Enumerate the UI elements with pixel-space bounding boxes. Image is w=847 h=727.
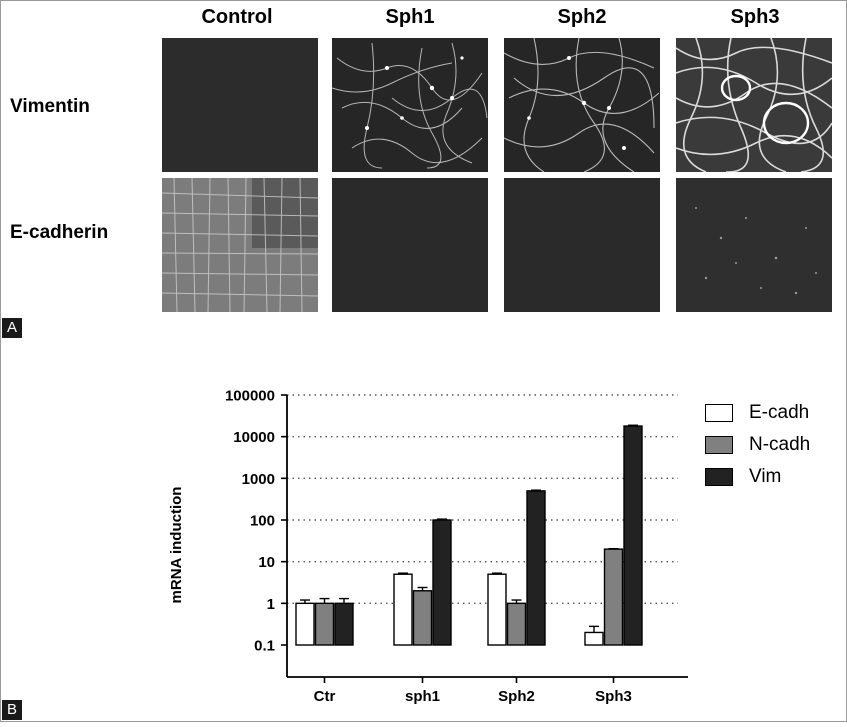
bar-e-cadh-sph3 <box>584 631 604 646</box>
y-tick-label: 1000 <box>242 471 275 488</box>
micrograph-ecadherin-sph3 <box>676 178 832 312</box>
y-tick-label: 100000 <box>225 388 275 405</box>
y-tick-label: 10 <box>258 554 275 571</box>
x-tick-label-sph2: Sph2 <box>498 688 535 705</box>
bar-chart: 100000 10000 1000 100 10 1 0.1 Ctr sph1 Sph2 Sph3… <box>168 388 688 705</box>
column-header-sph2: Sph2 <box>557 6 607 28</box>
bar-e-cadh-sph1 <box>393 573 413 646</box>
legend-item-n-cadh: N-cadh <box>705 434 835 458</box>
micrograph-vimentin-sph3 <box>676 38 832 172</box>
micrograph-ecadherin-sph2 <box>504 178 660 312</box>
y-tick-label: 100 <box>250 513 275 530</box>
panel-label-a: A <box>2 318 22 338</box>
row-header-vimentin: Vimentin <box>10 96 90 117</box>
legend-label-e-cadh: E-cadh <box>749 402 810 423</box>
y-axis-label: mRNA induction <box>168 487 185 604</box>
legend-item-vim: Vim <box>705 466 835 490</box>
column-header-sph3: Sph3 <box>730 6 780 28</box>
micrograph-vimentin-control <box>162 38 318 172</box>
legend-swatch-vim <box>705 468 733 486</box>
bar-n-cadh-sph1 <box>412 590 433 646</box>
column-header-control: Control <box>201 6 273 28</box>
bar-vim-sph3 <box>623 425 643 646</box>
x-tick-label-ctr: Ctr <box>314 688 336 705</box>
column-header-sph1: Sph1 <box>385 6 435 28</box>
bar-n-cadh-ctr <box>314 602 335 646</box>
panel-b: 100000 10000 1000 100 10 1 0.1 Ctr sph1 Sph2 Sph3… <box>0 340 847 722</box>
legend-swatch-n-cadh <box>705 436 733 454</box>
bar-vim-sph2 <box>526 490 546 646</box>
legend-label-vim: Vim <box>749 466 782 487</box>
panel-label-b: B <box>2 700 22 720</box>
row-header-e-cadherin: E-cadherin <box>10 222 109 243</box>
bar-vim-sph1 <box>432 519 452 646</box>
micrograph-vimentin-sph1 <box>332 38 488 172</box>
micrograph-ecadherin-control <box>162 178 318 312</box>
bar-vim-ctr <box>334 602 354 646</box>
y-tick-label: 0.1 <box>254 638 275 655</box>
x-tick-label-sph3: Sph3 <box>595 688 632 705</box>
legend-item-e-cadh: E-cadh <box>705 402 835 426</box>
bar-e-cadh-sph2 <box>487 573 507 646</box>
micrograph-vimentin-sph2 <box>504 38 660 172</box>
bar-e-cadh-ctr <box>295 602 315 646</box>
panel-a: Control Sph1 Sph2 Sph3 Vimentin E-cadher… <box>0 0 847 340</box>
y-tick-label: 10000 <box>233 429 275 446</box>
micrograph-ecadherin-sph1 <box>332 178 488 312</box>
bar-n-cadh-sph2 <box>506 602 527 646</box>
x-tick-label-sph1: sph1 <box>405 688 440 705</box>
legend-swatch-e-cadh <box>705 404 733 422</box>
legend-label-n-cadh: N-cadh <box>749 434 811 455</box>
bar-n-cadh-sph3 <box>603 548 624 646</box>
y-tick-label: 1 <box>267 596 275 613</box>
